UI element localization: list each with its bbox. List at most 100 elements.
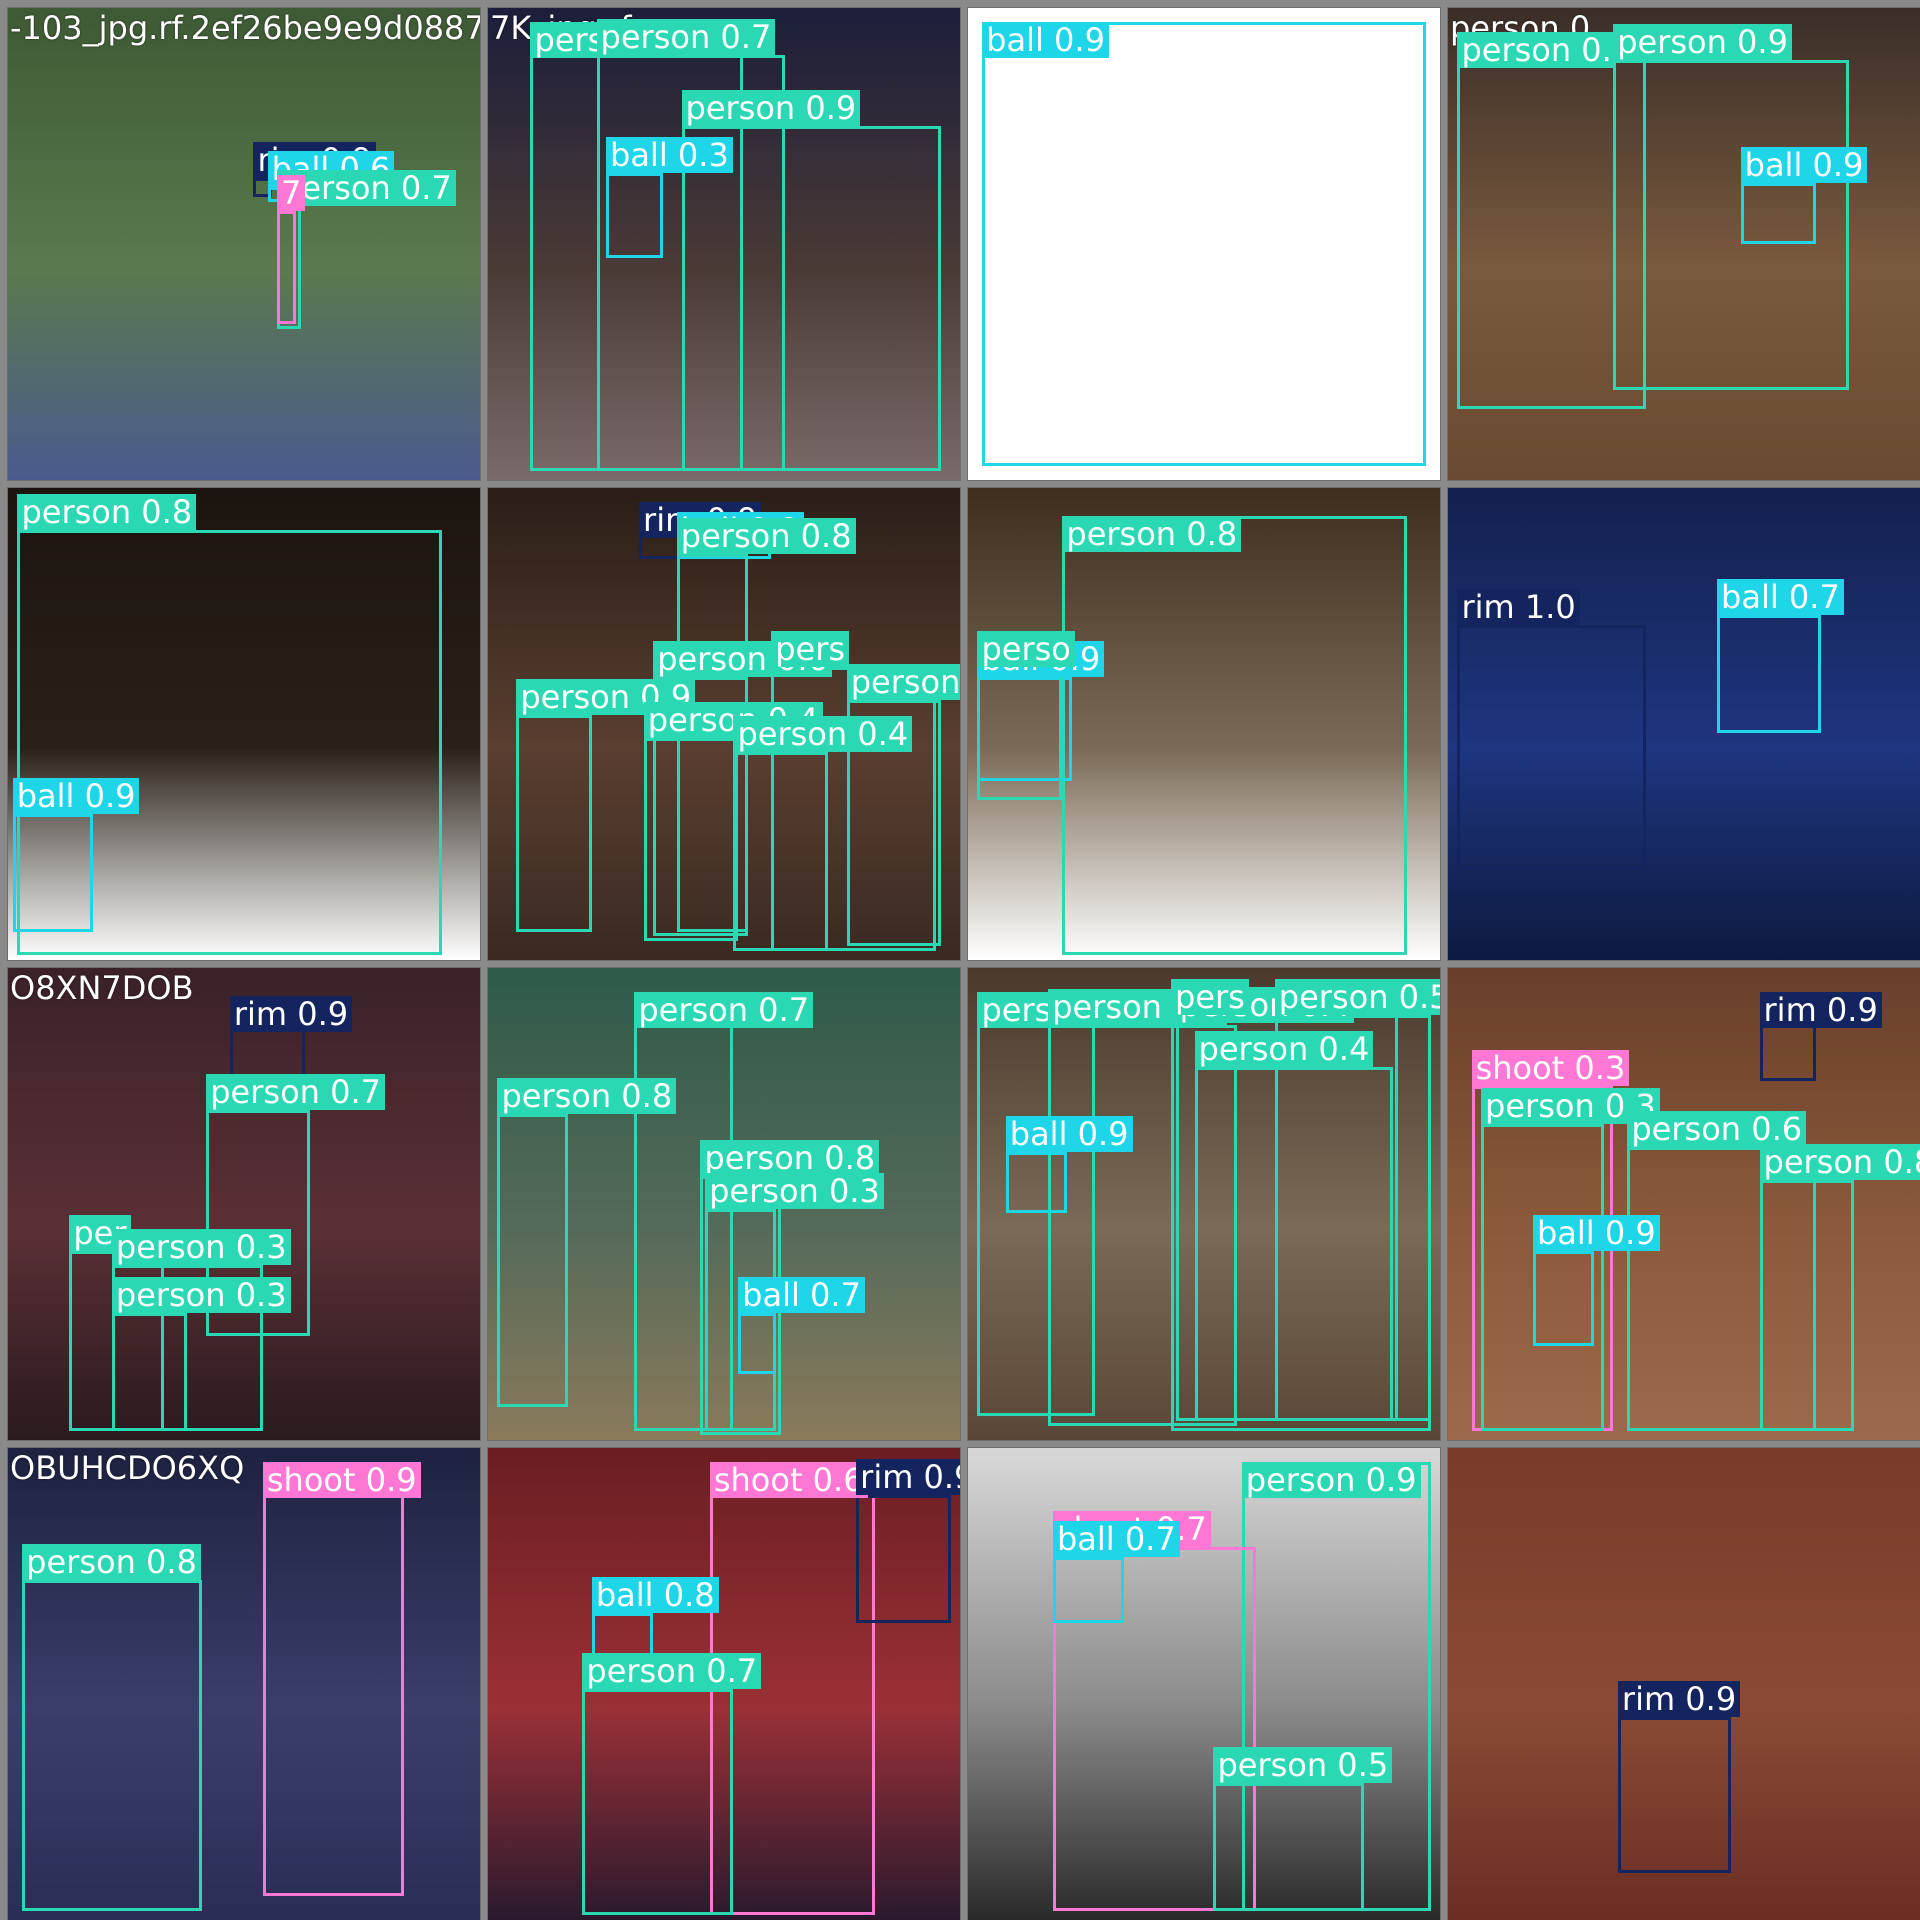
mosaic-tile: OBUHCDO6XQ shoot 0.9 person 0.8 — [7, 1447, 481, 1920]
detection-label-person: person 0.4 — [1194, 1031, 1374, 1068]
detection-label-ball: ball 0.9 — [1532, 1215, 1660, 1252]
detection-label-person: person 0.7 — [634, 991, 814, 1028]
detection-box-ball — [606, 173, 663, 259]
detection-label-person: person 0.3 — [111, 1276, 291, 1313]
detection-label-ball: ball 0.7 — [1717, 579, 1844, 616]
detection-label-person: person 0.8 — [676, 518, 856, 555]
detection-box-ball — [1052, 1556, 1124, 1623]
tile-filename: O8XN7DOB — [10, 969, 194, 1007]
detection-label-shoot: shoot 0.3 — [1471, 1050, 1630, 1086]
detection-box-ball — [1740, 182, 1817, 244]
mosaic-tile: rim 0.9 shoot 0.3 person 0.3 person 0.6 pers… — [1447, 967, 1920, 1441]
detection-box-person — [1213, 1783, 1365, 1911]
detection-label-person: pers — [771, 631, 850, 668]
detection-label-person: person 0.8 — [497, 1078, 677, 1115]
mosaic-tile: person 0.7 person 0.8 person 0.8 person 0.3… — [487, 967, 961, 1441]
detection-label-rim: rim 0.9 — [1617, 1681, 1741, 1718]
detection-label-rim: rim 0.9 — [229, 996, 353, 1033]
detection-box-ball — [1717, 615, 1821, 734]
detection-label-rim: rim 1.0 — [1457, 588, 1580, 625]
detection-label-person: person 0.7 — [206, 1073, 385, 1110]
detection-label-person: person 0.9 — [1613, 23, 1792, 60]
detection-box-person — [1194, 1067, 1393, 1422]
mosaic-tile: person 0.8 ball 0.9 — [7, 487, 481, 961]
detection-label-rim: rim 0.9 — [856, 1459, 960, 1496]
detection-box-rim — [1457, 624, 1647, 871]
detection-box-person — [206, 1109, 311, 1337]
detection-label-person: person 0.8 — [1759, 1144, 1920, 1181]
detection-label-person: person 0.8 — [700, 1139, 880, 1176]
detection-box-person — [582, 1688, 734, 1916]
detection-box-person — [516, 714, 592, 932]
mosaic-tile: person 0. person 0. person 0.9 ball 0.9 — [1447, 7, 1920, 481]
detection-box-person — [681, 126, 942, 471]
detection-label-person: perso — [977, 631, 1075, 668]
detection-box-person — [17, 530, 443, 956]
detection-label-person: person 0.8 — [1062, 516, 1242, 553]
detection-box-ball — [738, 1312, 776, 1374]
detection-box-person — [111, 1312, 188, 1431]
detection-label-person: person 0.9 — [1241, 1462, 1421, 1499]
mosaic-tile: rim 1.0 ball 0.7 — [1447, 487, 1920, 961]
detection-label-ball: ball 0.9 — [1005, 1116, 1133, 1153]
mosaic-tile: O8XN7DOB rim 0.9 person 0.7 per person 0.3 pe… — [7, 967, 481, 1441]
detection-label-person: person 0. — [1457, 31, 1616, 68]
detection-box-person — [1613, 59, 1850, 391]
tile-filename: OBUHCDO6XQ — [10, 1449, 245, 1487]
detection-label-person: person 0.3 — [111, 1229, 291, 1266]
detection-label-ball: ball 0.7 — [738, 1276, 865, 1313]
detection-label-person: person 0.8 — [846, 664, 960, 701]
detection-label-person: person 0.9 — [681, 90, 861, 126]
detection-box-person — [643, 738, 739, 942]
detection-label-person: person 0.6 — [1627, 1111, 1807, 1148]
detection-box-person — [1062, 516, 1407, 956]
detection-box-rim — [1617, 1717, 1732, 1873]
detection-label-person: person 0.4 — [733, 716, 913, 753]
detection-box-ball — [1005, 1152, 1068, 1214]
detection-box-ball — [1532, 1251, 1595, 1346]
detection-box-shoot — [277, 210, 296, 325]
detection-box-ball — [982, 22, 1426, 466]
detection-box-person — [1481, 1123, 1604, 1431]
detection-label-person: person 0.3 — [705, 1172, 884, 1209]
detection-box-person — [977, 667, 1063, 800]
detection-label-person: person 0.7 — [277, 170, 456, 207]
tile-filename: -103_jpg.rf.2ef26be9e9d0887 — [10, 9, 480, 47]
mosaic-tile: ball 0.9 — [967, 7, 1441, 481]
detection-box-person — [1759, 1180, 1854, 1431]
detection-box-ball — [12, 813, 93, 932]
detection-box-person — [733, 752, 828, 951]
detection-label-shoot: shoot 0.6 — [709, 1462, 868, 1499]
detection-box-person — [653, 676, 748, 937]
detection-label-ball: ball 0.9 — [1740, 146, 1868, 183]
detection-label-rim: rim 0.9 — [1759, 991, 1882, 1028]
detection-box-person — [846, 700, 942, 946]
detection-label-ball: ball 0.8 — [591, 1577, 719, 1614]
detection-label-shoot: shoot 0.9 — [262, 1462, 421, 1499]
detection-box-rim — [856, 1495, 951, 1623]
detection-label-ball: ball 0.7 — [1052, 1520, 1180, 1557]
detection-label-ball: ball 0.9 — [982, 22, 1109, 59]
detection-label-person: person 0.5 — [1213, 1747, 1393, 1784]
detection-label-person: person 0.5 — [1274, 979, 1440, 1016]
detection-label-shoot: 7 — [277, 174, 306, 211]
detection-box-person — [22, 1580, 202, 1911]
detection-box-shoot — [262, 1462, 405, 1897]
detection-label-person: person 0.8 — [17, 494, 197, 531]
detection-label-ball: ball 0.9 — [12, 777, 140, 814]
detection-label-person: person 0.7 — [582, 1652, 762, 1689]
detection-label-person: person 0.8 — [22, 1544, 201, 1581]
mosaic-tile: rim 0.9 — [1447, 1447, 1920, 1920]
detection-label-ball: ball 0.3 — [606, 137, 733, 174]
detection-label-person: person 0.7 — [596, 19, 776, 56]
detection-box-person — [1627, 1147, 1817, 1431]
detection-box-person — [497, 1114, 569, 1407]
detection-label-person: pers — [1170, 979, 1249, 1016]
